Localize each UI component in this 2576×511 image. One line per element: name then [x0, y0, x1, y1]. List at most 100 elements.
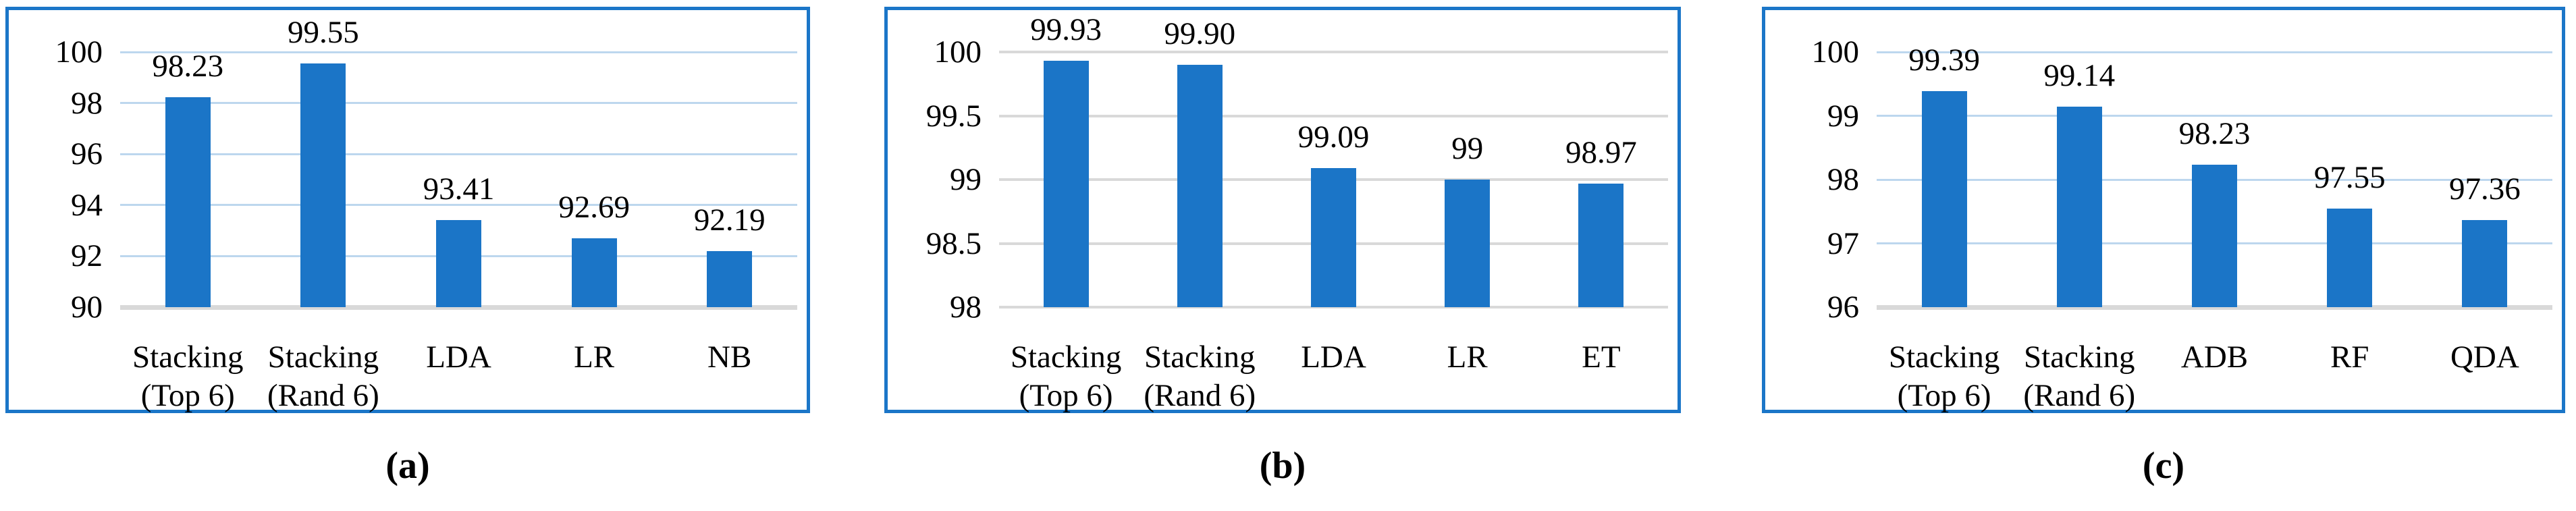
bar — [707, 251, 753, 307]
y-tick-label: 99 — [1827, 98, 1859, 134]
y-tick-label: 98 — [950, 290, 982, 325]
x-category-label-line: LR — [574, 340, 615, 375]
bar-value-label: 97.55 — [2313, 159, 2386, 195]
gridline — [999, 51, 1668, 53]
chart-plot-area-b: 98 98.5 99 99.5 100 99.93 Stacking (Top 6) 99.90… — [888, 10, 1678, 413]
axis-baseline — [1877, 304, 2552, 310]
gridline — [120, 51, 797, 53]
axis-baseline — [999, 306, 1668, 308]
y-tick-label: 97 — [1827, 225, 1859, 261]
bar — [300, 63, 346, 307]
x-category-label-line: Stacking — [1010, 340, 1122, 375]
y-tick-label: 94 — [71, 187, 103, 223]
bar — [2056, 107, 2102, 307]
panel-caption-a: (a) — [385, 445, 430, 487]
bar-value-label: 99.14 — [2043, 58, 2116, 94]
x-category-label: QDA — [2390, 338, 2576, 377]
x-category-label: ET — [1507, 338, 1696, 377]
x-category-label-line: (Top 6) — [1019, 378, 1113, 413]
x-category-label: Stacking (Rand 6) — [1985, 338, 2174, 415]
bar-value-label: 97.36 — [2449, 171, 2521, 207]
bar-value-label: 98.23 — [152, 48, 224, 84]
bar — [571, 238, 617, 307]
chart-panel-a: 90 92 94 96 98 100 98.23 Stacking (Top 6) 99.55 St… — [5, 7, 810, 413]
gridline — [120, 102, 797, 105]
x-category-label: RF — [2255, 338, 2444, 377]
gridline — [999, 114, 1668, 117]
bar — [165, 97, 211, 307]
bar — [1921, 90, 1967, 307]
x-category-label-line: Stacking — [1888, 340, 2000, 375]
y-tick-label: 96 — [1827, 290, 1859, 325]
x-category-label-line: LR — [1447, 340, 1488, 375]
y-tick-label: 92 — [71, 238, 103, 274]
x-category-label-line: (Rand 6) — [267, 378, 379, 413]
y-tick-label: 98.5 — [925, 225, 982, 261]
y-tick-label: 100 — [55, 34, 103, 70]
bar — [436, 220, 481, 307]
bar-value-label: 92.69 — [558, 190, 630, 225]
x-category-label: ADB — [2120, 338, 2309, 377]
x-category-label-line: (Rand 6) — [2023, 378, 2136, 413]
y-tick-label: 100 — [934, 34, 982, 70]
x-category-label: LR — [500, 338, 689, 377]
y-tick-label: 99 — [950, 162, 982, 197]
x-category-label-line: Stacking — [1144, 340, 1256, 375]
y-tick-label: 96 — [71, 136, 103, 172]
x-category-label: LR — [1373, 338, 1562, 377]
x-category-label-line: LDA — [426, 340, 491, 375]
x-category-label-line: ADB — [2180, 340, 2249, 375]
x-category-label-line: Stacking — [132, 340, 244, 375]
chart-panel-b: 98 98.5 99 99.5 100 99.93 Stacking (Top 6) 99.90… — [884, 7, 1681, 413]
bar-value-label: 99.09 — [1297, 119, 1370, 155]
bar-value-label: 92.19 — [693, 203, 766, 238]
x-category-label-line: QDA — [2450, 340, 2519, 375]
x-category-label: Stacking (Top 6) — [1850, 338, 2039, 415]
bar-value-label: 99.39 — [1908, 42, 1980, 78]
bar — [2462, 220, 2508, 307]
bar — [1311, 167, 1356, 307]
bar-value-label: 99.90 — [1164, 16, 1236, 51]
x-category-label-line: Stacking — [2024, 340, 2135, 375]
gridline — [1877, 115, 2552, 117]
bar-value-label: 99.55 — [288, 15, 359, 50]
x-category-label: LDA — [365, 338, 554, 377]
y-tick-label: 98 — [71, 85, 103, 121]
chart-panel-c: 96 97 98 99 100 99.39 Stacking (Top 6) 99.14 Stac… — [1762, 7, 2565, 413]
x-category-label: Stacking (Rand 6) — [229, 338, 418, 415]
x-category-label-line: ET — [1582, 340, 1621, 375]
bar-value-label: 93.41 — [423, 171, 495, 207]
gridline — [120, 153, 797, 155]
bar-value-label: 98.23 — [2178, 116, 2251, 152]
bar — [1578, 183, 1624, 307]
bar — [1445, 180, 1491, 307]
gridline — [1877, 51, 2552, 53]
x-category-label-line: NB — [707, 340, 752, 375]
bar — [1177, 64, 1223, 307]
x-category-label-line: LDA — [1301, 340, 1366, 375]
bar — [2327, 208, 2373, 307]
axis-baseline — [120, 304, 797, 310]
y-tick-label: 99.5 — [925, 98, 982, 134]
x-category-label: Stacking (Top 6) — [971, 338, 1160, 415]
bar — [2192, 165, 2237, 307]
y-tick-label: 90 — [71, 290, 103, 325]
bar-value-label: 99.93 — [1030, 12, 1102, 48]
bar-value-label: 99 — [1451, 131, 1484, 166]
y-tick-label: 98 — [1827, 162, 1859, 197]
bar-value-label: 98.97 — [1565, 134, 1637, 170]
gridline — [120, 204, 797, 207]
x-category-label: NB — [635, 338, 824, 377]
chart-plot-area-c: 96 97 98 99 100 99.39 Stacking (Top 6) 99.14 Stac… — [1765, 10, 2562, 413]
y-tick-label: 100 — [1811, 34, 1860, 70]
panel-caption-b: (b) — [1259, 445, 1306, 487]
x-category-label: Stacking (Rand 6) — [1105, 338, 1294, 415]
panel-caption-c: (c) — [2142, 445, 2185, 487]
x-category-label-line: Stacking — [267, 340, 379, 375]
bar — [1043, 61, 1089, 307]
x-category-label-line: (Top 6) — [140, 378, 235, 413]
x-category-label-line: RF — [2330, 340, 2369, 375]
x-category-label: LDA — [1239, 338, 1428, 377]
chart-plot-area-a: 90 92 94 96 98 100 98.23 Stacking (Top 6) 99.55 St… — [9, 10, 807, 413]
